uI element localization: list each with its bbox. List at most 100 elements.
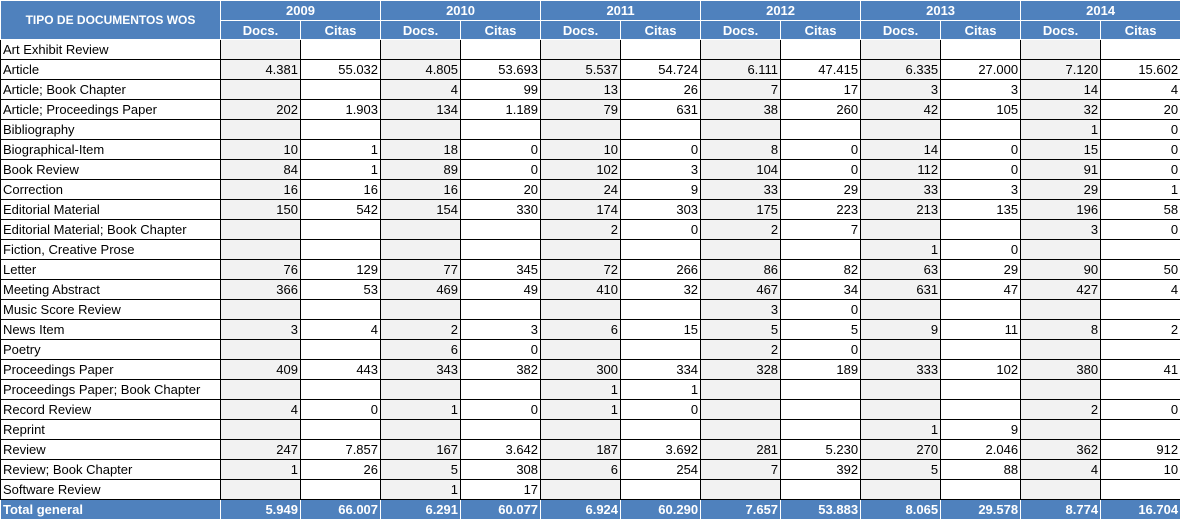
total-citas-cell: 60.290 xyxy=(620,499,702,520)
total-label: Total general xyxy=(0,499,221,520)
docs-cell xyxy=(380,219,462,240)
year-header: 2013 xyxy=(860,0,1022,21)
docs-cell: 2 xyxy=(700,219,782,240)
citas-cell: 9 xyxy=(940,419,1022,440)
docs-cell xyxy=(860,119,942,140)
citas-cell: 5.230 xyxy=(780,439,862,460)
docs-cell xyxy=(540,339,622,360)
citas-cell: 1.903 xyxy=(299,99,382,120)
docs-cell: 469 xyxy=(380,279,462,300)
docs-cell: 18 xyxy=(380,139,462,160)
citas-cell: 1.189 xyxy=(460,99,542,120)
docs-cell: 366 xyxy=(220,279,301,300)
docs-cell: 2 xyxy=(700,339,782,360)
citas-subheader: Citas xyxy=(460,20,542,40)
docs-cell: 7 xyxy=(700,79,782,100)
table-row: Proceedings Paper 409 443 343 382 300 334 328 18… xyxy=(0,359,1180,380)
table-row: Art Exhibit Review xyxy=(0,39,1180,60)
citas-cell xyxy=(1100,479,1180,500)
table-row: Music Score Review 3 0 xyxy=(0,299,1180,320)
table-body: Art Exhibit Review Article 4.381 55.032 4.80… xyxy=(0,39,1180,500)
docs-cell: 134 xyxy=(380,99,462,120)
docs-cell xyxy=(540,419,622,440)
doc-type-label: Editorial Material xyxy=(0,199,221,220)
docs-cell: 76 xyxy=(220,259,301,280)
citas-cell xyxy=(940,299,1022,320)
citas-cell: 303 xyxy=(620,199,702,220)
table-row: Book Review 84 1 89 0 102 3 104 0 112 0 91 0 xyxy=(0,159,1180,180)
docs-cell xyxy=(220,219,301,240)
docs-cell: 1 xyxy=(380,479,462,500)
docs-cell: 14 xyxy=(1020,79,1102,100)
table-row: Editorial Material; Book Chapter 2 0 2 7 3 0 xyxy=(0,219,1180,240)
citas-cell: 26 xyxy=(620,79,702,100)
docs-cell: 5 xyxy=(860,459,942,480)
citas-cell xyxy=(620,39,702,60)
docs-cell: 10 xyxy=(220,139,301,160)
docs-cell: 91 xyxy=(1020,159,1102,180)
docs-subheader: Docs. xyxy=(860,20,942,40)
docs-cell: 1 xyxy=(540,399,622,420)
docs-cell: 7.120 xyxy=(1020,59,1102,80)
table-row: Review; Book Chapter 1 26 5 308 6 254 7 392 5 88 4 1… xyxy=(0,459,1180,480)
docs-cell xyxy=(540,39,622,60)
docs-cell: 3 xyxy=(1020,219,1102,240)
citas-cell: 4 xyxy=(1100,279,1180,300)
docs-cell: 174 xyxy=(540,199,622,220)
citas-cell: 15 xyxy=(620,319,702,340)
citas-subheader: Citas xyxy=(620,20,702,40)
docs-cell: 104 xyxy=(700,159,782,180)
citas-cell: 27.000 xyxy=(940,59,1022,80)
type-column-header: TIPO DE DOCUMENTOS WOS xyxy=(0,0,221,40)
citas-cell: 631 xyxy=(620,99,702,120)
docs-cell: 270 xyxy=(860,439,942,460)
docs-cell xyxy=(700,399,782,420)
docs-cell xyxy=(860,339,942,360)
doc-type-label: Biographical-Item xyxy=(0,139,221,160)
docs-cell: 631 xyxy=(860,279,942,300)
docs-cell: 32 xyxy=(1020,99,1102,120)
doc-type-label: Proceedings Paper xyxy=(0,359,221,380)
citas-cell xyxy=(1100,299,1180,320)
citas-cell xyxy=(460,119,542,140)
citas-cell: 1 xyxy=(299,159,382,180)
doc-type-label: Proceedings Paper; Book Chapter xyxy=(0,379,221,400)
docs-cell: 4 xyxy=(380,79,462,100)
citas-cell: 308 xyxy=(460,459,542,480)
year-header: 2009 xyxy=(219,0,382,21)
docs-cell: 7 xyxy=(700,459,782,480)
docs-cell: 86 xyxy=(700,259,782,280)
docs-cell xyxy=(540,299,622,320)
docs-cell xyxy=(380,239,462,260)
docs-cell xyxy=(540,119,622,140)
citas-cell xyxy=(460,379,542,400)
docs-cell: 33 xyxy=(860,179,942,200)
citas-cell: 0 xyxy=(1100,159,1180,180)
docs-cell: 16 xyxy=(380,179,462,200)
docs-cell: 3 xyxy=(860,79,942,100)
docs-cell xyxy=(860,379,942,400)
citas-cell: 10 xyxy=(1100,459,1180,480)
citas-cell: 3 xyxy=(620,159,702,180)
citas-cell xyxy=(299,419,382,440)
citas-cell: 29 xyxy=(780,179,862,200)
citas-cell: 17 xyxy=(460,479,542,500)
docs-cell xyxy=(1020,299,1102,320)
doc-type-label: Meeting Abstract xyxy=(0,279,221,300)
citas-cell xyxy=(1100,339,1180,360)
docs-cell xyxy=(860,219,942,240)
docs-cell xyxy=(1020,39,1102,60)
citas-cell: 7.857 xyxy=(299,439,382,460)
table-header: TIPO DE DOCUMENTOS WOS 2009 2010 2011 20… xyxy=(0,0,1180,40)
docs-cell xyxy=(700,479,782,500)
citas-cell xyxy=(460,219,542,240)
docs-cell: 1 xyxy=(860,419,942,440)
docs-cell xyxy=(220,39,301,60)
docs-cell: 202 xyxy=(220,99,301,120)
citas-cell xyxy=(460,299,542,320)
docs-cell xyxy=(700,39,782,60)
citas-cell: 0 xyxy=(620,399,702,420)
docs-cell: 77 xyxy=(380,259,462,280)
docs-cell xyxy=(220,339,301,360)
citas-cell: 0 xyxy=(1100,139,1180,160)
